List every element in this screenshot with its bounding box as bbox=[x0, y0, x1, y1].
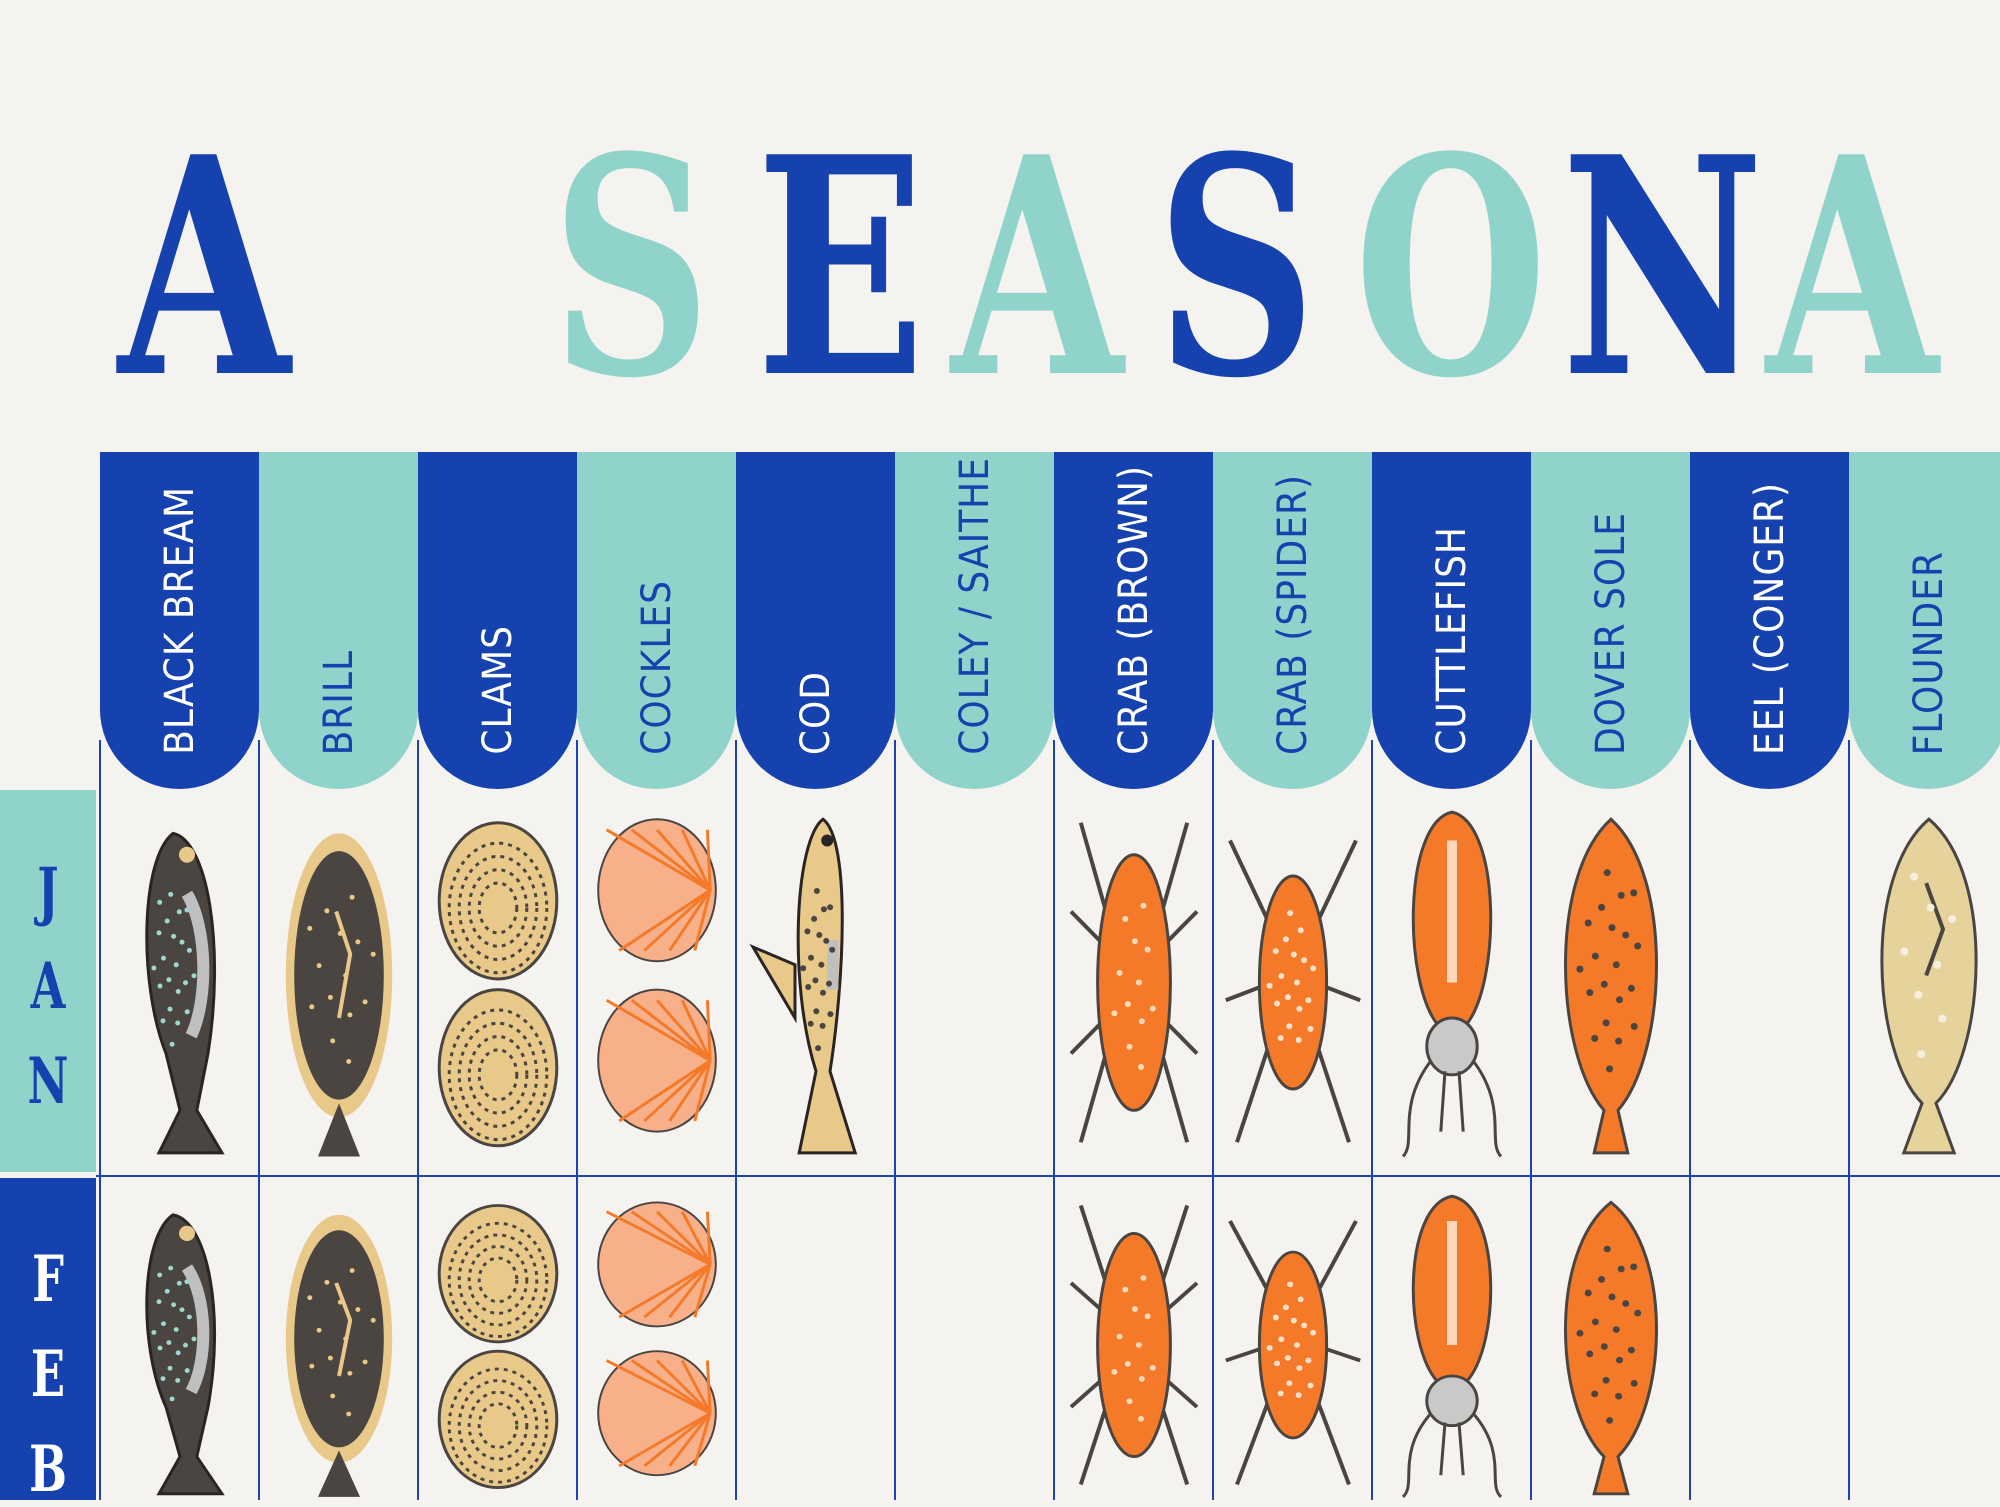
title-letter-3: A bbox=[951, 91, 1124, 444]
cockle-icon bbox=[587, 805, 727, 1160]
title-letter-7: A bbox=[1766, 91, 1939, 444]
month-letter: F bbox=[32, 1242, 64, 1317]
grid-column-line bbox=[1371, 740, 1373, 1500]
cockle-icon bbox=[587, 1190, 727, 1500]
column-label: CRAB (SPIDER) bbox=[1269, 474, 1316, 755]
cuttlefish-icon bbox=[1382, 805, 1522, 1160]
brown-crab-icon bbox=[1064, 805, 1204, 1160]
title-letter-6: N bbox=[1561, 91, 1764, 444]
title-letter-5: O bbox=[1354, 91, 1548, 444]
column-header-crab-spider: CRAB (SPIDER) bbox=[1213, 452, 1372, 789]
column-label: COD bbox=[792, 670, 839, 755]
grid-column-line bbox=[1530, 740, 1532, 1500]
title-letter-4: S bbox=[1156, 91, 1317, 444]
flounder-icon bbox=[1859, 805, 1999, 1160]
column-label: BLACK BREAM bbox=[156, 486, 203, 755]
grid-column-line bbox=[258, 740, 260, 1500]
column-header-black-bream: BLACK BREAM bbox=[100, 452, 259, 789]
spider-crab-icon bbox=[1223, 1190, 1363, 1500]
grid-column-line bbox=[1053, 740, 1055, 1500]
dover-sole-icon bbox=[1541, 805, 1681, 1160]
column-label: COCKLES bbox=[633, 580, 680, 755]
grid-column-line bbox=[417, 740, 419, 1500]
flatfish-icon bbox=[269, 1190, 409, 1500]
flatfish-icon bbox=[269, 805, 409, 1160]
month-letter: B bbox=[29, 1432, 67, 1507]
cod-icon bbox=[746, 805, 886, 1160]
column-label: CRAB (BROWN) bbox=[1110, 465, 1157, 755]
column-header-brill: BRILL bbox=[259, 452, 418, 789]
month-letter: J bbox=[37, 854, 59, 929]
month-letter: E bbox=[30, 1337, 66, 1412]
grid-column-line bbox=[1848, 740, 1850, 1500]
column-label: BRILL bbox=[315, 649, 362, 755]
title-letter-0: A bbox=[118, 91, 291, 444]
dover-sole-icon bbox=[1541, 1190, 1681, 1500]
bream-icon bbox=[110, 1190, 250, 1500]
column-label: COLEY / SAITHE bbox=[951, 457, 998, 755]
column-label: FLOUNDER bbox=[1905, 550, 1952, 755]
column-label: CUTTLEFISH bbox=[1428, 526, 1475, 755]
grid-column-line bbox=[99, 740, 101, 1500]
cuttlefish-icon bbox=[1382, 1190, 1522, 1500]
grid-column-line bbox=[735, 740, 737, 1500]
column-header-cuttlefish: CUTTLEFISH bbox=[1372, 452, 1531, 789]
column-header-eel-conger: EEL (CONGER) bbox=[1690, 452, 1849, 789]
title-letter-2: E bbox=[756, 91, 926, 444]
column-header-flounder: FLOUNDER bbox=[1849, 452, 2000, 789]
title-letter-1: S bbox=[551, 91, 712, 444]
grid-column-line bbox=[894, 740, 896, 1500]
grid-column-line bbox=[576, 740, 578, 1500]
month-letter: A bbox=[30, 949, 66, 1024]
grid-row-line bbox=[96, 1175, 2000, 1177]
column-header-clams: CLAMS bbox=[418, 452, 577, 789]
column-header-cod: COD bbox=[736, 452, 895, 789]
spider-crab-icon bbox=[1223, 805, 1363, 1160]
grid-column-line bbox=[1212, 740, 1214, 1500]
month-letter: N bbox=[27, 1044, 69, 1119]
column-label: EEL (CONGER) bbox=[1746, 481, 1793, 755]
column-label: CLAMS bbox=[474, 625, 521, 755]
column-header-dover-sole: DOVER SOLE bbox=[1531, 452, 1690, 789]
column-header-cockles: COCKLES bbox=[577, 452, 736, 789]
column-label: DOVER SOLE bbox=[1587, 511, 1634, 755]
grid-column-line bbox=[1689, 740, 1691, 1500]
clam-icon bbox=[428, 805, 568, 1160]
bream-icon bbox=[110, 805, 250, 1160]
column-header-crab-brown: CRAB (BROWN) bbox=[1054, 452, 1213, 789]
brown-crab-icon bbox=[1064, 1190, 1204, 1500]
clam-icon bbox=[428, 1190, 568, 1500]
column-header-coley-saithe: COLEY / SAITHE bbox=[895, 452, 1054, 789]
